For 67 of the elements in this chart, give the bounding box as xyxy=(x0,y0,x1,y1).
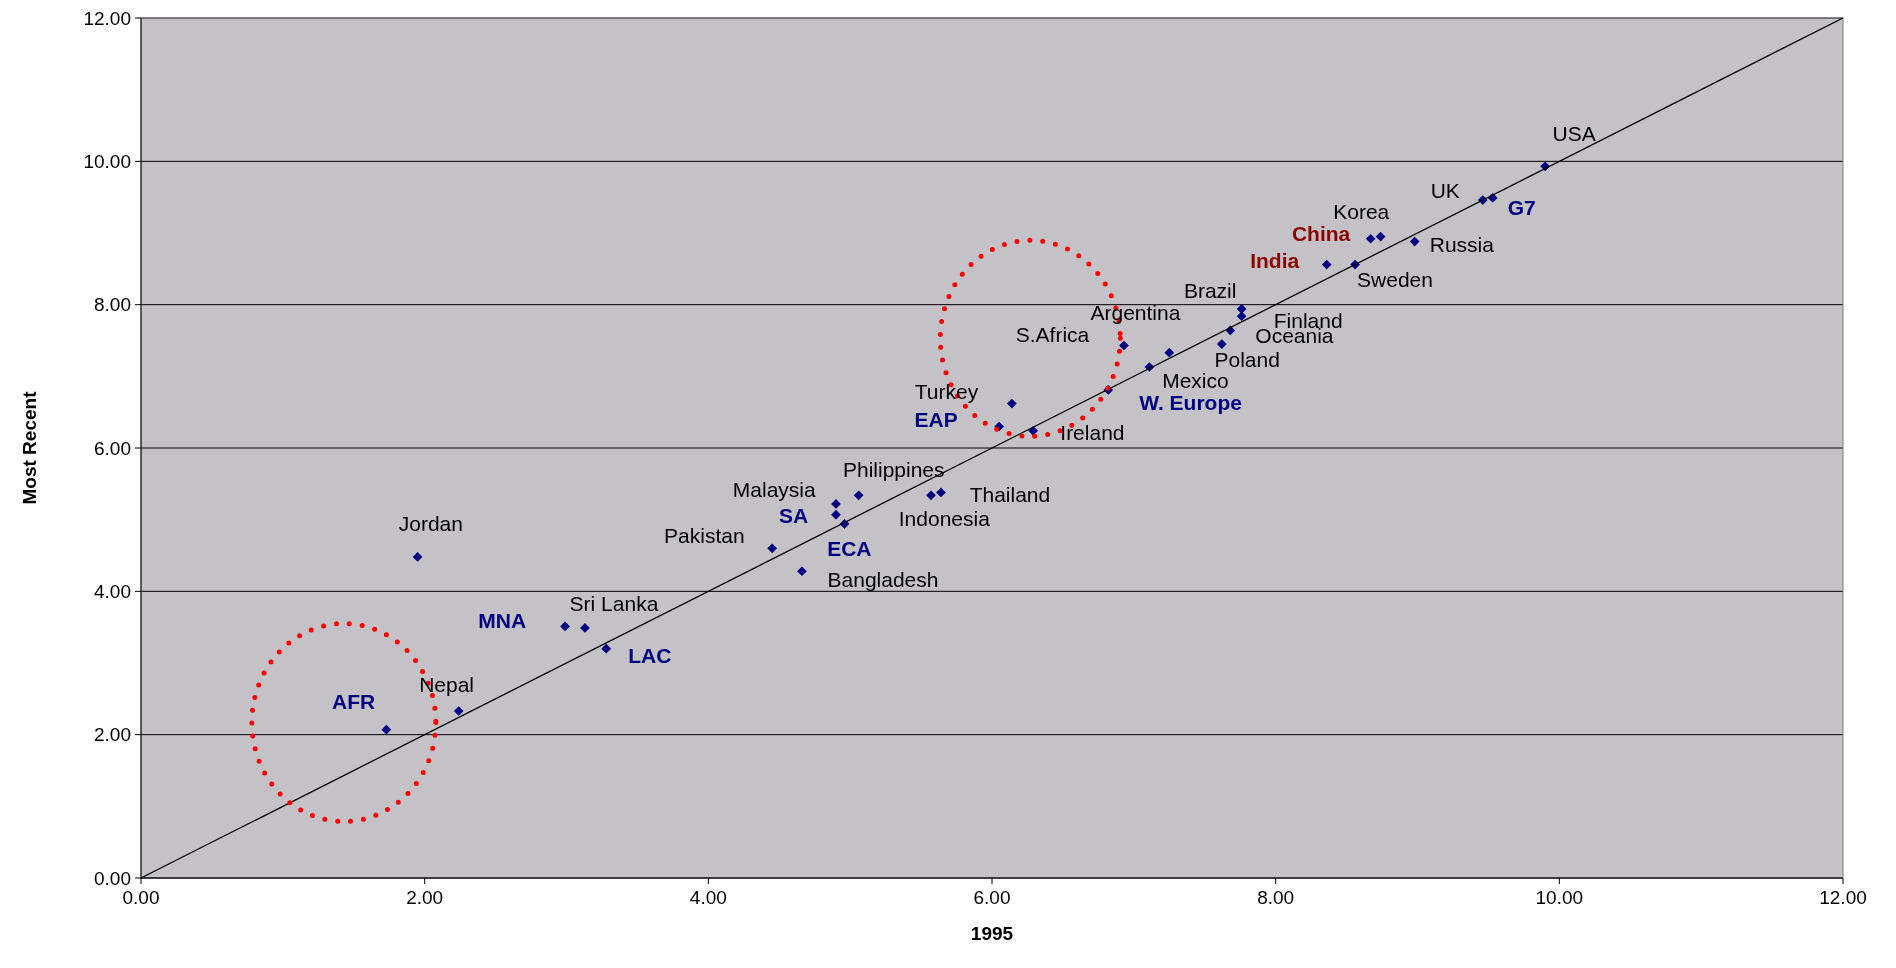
annotation: SA xyxy=(779,504,809,528)
point xyxy=(601,643,612,654)
x-tick-label: 0.00 xyxy=(122,887,160,908)
annotation: Bangladesh xyxy=(827,568,939,592)
annotation: W. Europe xyxy=(1139,390,1242,414)
x-axis-title: 1995 xyxy=(970,923,1014,944)
annotation: MNA xyxy=(478,608,527,632)
y-tick-label: 12.00 xyxy=(83,7,131,29)
point xyxy=(767,543,778,554)
x-tick-label: 6.00 xyxy=(973,887,1011,908)
x-tick-label: 12.00 xyxy=(1819,887,1867,908)
annotation: China xyxy=(1291,222,1351,246)
annotation: Brazil xyxy=(1183,279,1237,303)
x-tick-label: 10.00 xyxy=(1535,887,1584,908)
annotation: Ireland xyxy=(1060,420,1125,444)
point xyxy=(926,490,936,501)
point xyxy=(831,509,841,520)
point xyxy=(580,623,590,633)
point xyxy=(1409,236,1420,247)
annotation: EAP xyxy=(914,407,958,431)
annotation: AFR xyxy=(332,690,376,714)
x-tick-label: 4.00 xyxy=(689,887,727,908)
y-tick-label: 2.00 xyxy=(94,724,131,746)
point xyxy=(560,621,570,632)
point xyxy=(1321,259,1332,270)
annotation: Pakistan xyxy=(664,523,745,547)
y-tick-label: 4.00 xyxy=(94,580,131,602)
annotation: Nepal xyxy=(419,672,475,696)
point xyxy=(1164,347,1175,358)
point xyxy=(1007,398,1017,409)
y-axis-title: Most Recent xyxy=(19,390,40,505)
annotation: Korea xyxy=(1333,199,1390,223)
annotation: LAC xyxy=(628,644,672,668)
point xyxy=(1119,340,1129,351)
annotation: Malaysia xyxy=(732,477,817,501)
point xyxy=(1375,231,1386,242)
annotation: Philippines xyxy=(842,458,945,482)
point xyxy=(1236,304,1247,314)
annotation: Turkey xyxy=(914,379,979,403)
annotation: G7 xyxy=(1507,196,1536,220)
annotation: Thailand xyxy=(969,483,1051,507)
x-tick-label: 2.00 xyxy=(406,887,444,908)
annotation: Sweden xyxy=(1357,267,1433,291)
annotation: Sri Lanka xyxy=(569,592,659,616)
point xyxy=(381,724,392,735)
annotation: UK xyxy=(1430,178,1460,202)
point xyxy=(453,706,464,716)
point xyxy=(1236,311,1247,321)
annotation: Argentina xyxy=(1090,301,1181,325)
point xyxy=(412,552,423,562)
point xyxy=(853,490,864,501)
y-tick-label: 0.00 xyxy=(94,867,131,889)
annotation: S.Africa xyxy=(1015,323,1090,347)
point xyxy=(1216,339,1227,349)
annotation: Indonesia xyxy=(898,506,991,530)
point xyxy=(1365,233,1376,244)
y-tick-label: 8.00 xyxy=(94,294,131,316)
annotation: USA xyxy=(1552,122,1596,146)
annotation: Jordan xyxy=(398,511,463,535)
annotation: Russia xyxy=(1429,232,1495,256)
y-tick-label: 10.00 xyxy=(83,150,131,172)
x-tick-label: 8.00 xyxy=(1257,887,1295,908)
y-tick-label: 6.00 xyxy=(94,437,131,459)
point xyxy=(936,487,946,498)
annotation: India xyxy=(1250,249,1300,273)
point xyxy=(797,566,807,577)
annotation: ECA xyxy=(827,536,872,560)
